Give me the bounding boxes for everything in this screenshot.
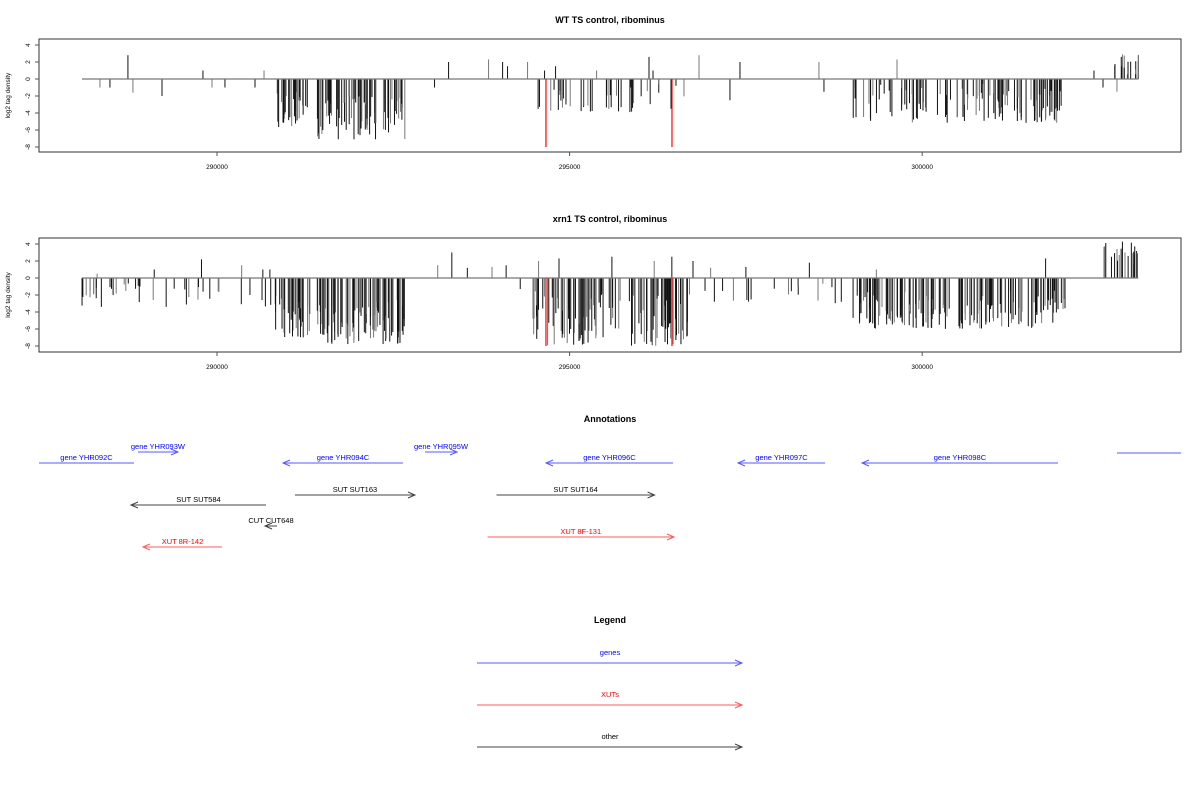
- arrow-right-icon: [734, 701, 744, 709]
- feature-label: gene YHR092C: [60, 453, 113, 462]
- y-tick-label: 4: [25, 242, 32, 246]
- y-tick-label: 2: [25, 259, 32, 263]
- annotation-feature: gene YHR094C: [281, 453, 403, 467]
- annotation-feature: gene YHR097C: [736, 453, 826, 467]
- arrow-left-icon: [141, 543, 151, 551]
- annotation-feature: XUT 8R-142: [141, 537, 222, 551]
- annotation-feature: gene YHR095W: [414, 442, 469, 456]
- y-tick-label: -6: [25, 326, 32, 332]
- plot-frame: [38, 38, 1182, 153]
- y-tick-label: -2: [25, 292, 32, 298]
- annotation-feature: CUT CUT648: [248, 516, 294, 530]
- annotations-track: Annotations gene YHR092C gene YHR093W gene…: [39, 414, 1181, 551]
- annotation-feature: SUT SUT163: [294, 485, 417, 499]
- y-tick-label: -2: [25, 93, 32, 99]
- panel-xrn1: xrn1 TS control, ribominus 4 2 0 -2 -4 -6 -8 lo…: [5, 214, 1182, 371]
- x-tick-label: 290000: [206, 364, 228, 371]
- annotation-feature: SUT SUT584: [129, 495, 267, 509]
- annotation-feature: SUT SUT164: [496, 485, 656, 499]
- legend: Legend genes XUTs other: [477, 615, 744, 751]
- feature-label: XUT 8R-142: [162, 537, 204, 546]
- feature-label: gene YHR094C: [317, 453, 370, 462]
- legend-item-gene: genes: [477, 648, 744, 667]
- y-tick-label: -6: [25, 127, 32, 133]
- x-tick-label: 295000: [559, 364, 581, 371]
- arrow-right-icon: [647, 491, 656, 499]
- panel-wt: WT TS control, ribominus 4 2 0 -2 -4 -6 -8 log2…: [5, 15, 1182, 171]
- arrow-right-icon: [170, 448, 180, 456]
- arrow-left-icon: [860, 459, 870, 467]
- feature-label: SUT SUT164: [553, 485, 597, 494]
- y-tick-label: -8: [25, 144, 32, 150]
- arrow-right-icon: [734, 659, 744, 667]
- y-axis-label: log2 tag density: [5, 72, 12, 118]
- x-tick-label: 295000: [559, 164, 581, 171]
- y-tick-label: -8: [25, 343, 32, 349]
- legend-title: Legend: [594, 615, 626, 625]
- arrow-left-icon: [281, 459, 291, 467]
- y-axis-label: log2 tag density: [5, 271, 12, 317]
- annotation-feature: gene YHR098C: [860, 453, 1058, 467]
- arrow-right-icon: [407, 491, 417, 499]
- plot-frame: [38, 237, 1182, 353]
- feature-label: gene YHR096C: [583, 453, 636, 462]
- panel-title: xrn1 TS control, ribominus: [553, 214, 668, 224]
- feature-label: gene YHR093W: [131, 442, 186, 451]
- arrow-right-icon: [734, 743, 744, 751]
- arrow-left-icon: [544, 459, 554, 467]
- feature-label: gene YHR095W: [414, 442, 469, 451]
- y-tick-label: -4: [25, 110, 32, 116]
- panel-title: WT TS control, ribominus: [555, 15, 665, 25]
- x-tick-label: 300000: [911, 364, 933, 371]
- feature-label: XUT 8F-131: [560, 527, 601, 536]
- legend-item-other: other: [477, 732, 744, 751]
- feature-label: gene YHR098C: [934, 453, 987, 462]
- x-tick-label: 290000: [206, 164, 228, 171]
- arrow-right-icon: [449, 448, 459, 456]
- arrow-left-icon: [129, 501, 139, 509]
- annotations-title: Annotations: [584, 414, 637, 424]
- y-tick-label: 0: [25, 276, 32, 280]
- feature-label: gene YHR097C: [755, 453, 808, 462]
- legend-label: genes: [600, 648, 621, 657]
- feature-label: SUT SUT163: [333, 485, 377, 494]
- y-tick-label: -4: [25, 309, 32, 315]
- legend-label: XUTs: [601, 690, 619, 699]
- arrow-left-icon: [263, 522, 273, 530]
- annotation-feature: gene YHR096C: [544, 453, 673, 467]
- feature-label: SUT SUT584: [176, 495, 220, 504]
- arrow-left-icon: [736, 459, 746, 467]
- arrow-right-icon: [666, 533, 676, 541]
- annotation-feature: gene YHR093W: [131, 442, 186, 456]
- legend-label: other: [601, 732, 619, 741]
- y-tick-label: 0: [25, 77, 32, 81]
- x-tick-label: 300000: [911, 164, 933, 171]
- feature-label: CUT CUT648: [248, 516, 293, 525]
- annotation-feature: gene YHR092C: [39, 453, 134, 464]
- y-tick-label: 4: [25, 43, 32, 47]
- y-tick-label: 2: [25, 60, 32, 64]
- legend-item-xut: XUTs: [477, 690, 744, 709]
- annotation-feature: XUT 8F-131: [487, 527, 676, 541]
